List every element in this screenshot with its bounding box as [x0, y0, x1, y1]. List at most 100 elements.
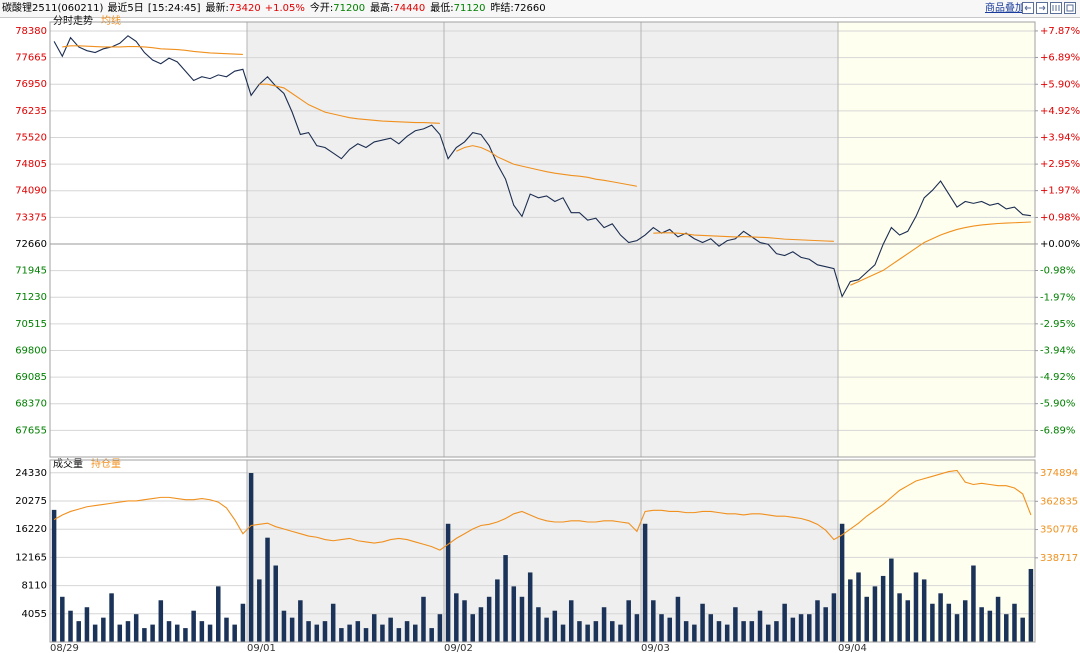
header-field: 最低:	[430, 1, 453, 14]
volume-bar	[380, 624, 385, 642]
volume-bar	[913, 572, 919, 642]
tool-button[interactable]	[1064, 2, 1076, 14]
volume-bar	[848, 579, 853, 642]
x-tick-label: 09/03	[641, 643, 670, 653]
y-tick-label: 70515	[15, 319, 47, 330]
day-background	[641, 22, 838, 457]
volume-bar	[207, 624, 213, 642]
volume-bar	[248, 473, 254, 642]
volume-bar	[199, 621, 205, 642]
volume-bar	[281, 610, 287, 642]
volume-bar	[51, 509, 57, 642]
volume-bar	[659, 614, 664, 642]
header-field: 72660	[514, 3, 546, 14]
y2-tick-label: 338717	[1040, 553, 1078, 564]
y2-tick-label: +0.00%	[1040, 239, 1080, 250]
volume-bar	[675, 596, 681, 642]
y2-tick-label: +3.94%	[1040, 132, 1080, 143]
y-tick-label: 69800	[15, 345, 47, 356]
volume-bar	[872, 586, 878, 642]
y-tick-label: 8110	[22, 581, 47, 592]
legend-entry: 持仓量	[91, 457, 121, 470]
header-field: +1.05%	[265, 3, 305, 14]
volume-bar	[519, 596, 525, 642]
y-tick-label: 69085	[15, 372, 47, 383]
y2-tick-label: 362835	[1040, 496, 1078, 507]
volume-bar	[486, 596, 492, 642]
volume-bar	[454, 593, 459, 642]
volume-bar	[1004, 614, 1009, 642]
volume-bar	[76, 621, 81, 642]
y-tick-label: 74090	[15, 186, 47, 197]
y-tick-label: 71945	[15, 266, 47, 277]
y-tick-label: 76235	[15, 106, 47, 117]
volume-bar	[224, 617, 229, 642]
tool-icon	[1066, 4, 1074, 12]
volume-bar	[930, 603, 935, 642]
header-field: 昨结:	[490, 1, 513, 14]
volume-bar	[536, 607, 541, 642]
volume-bar	[371, 614, 377, 642]
volume-bar	[183, 628, 188, 642]
volume-bar	[413, 624, 418, 642]
y2-tick-label: +0.98%	[1040, 212, 1080, 223]
series-line	[53, 35, 1031, 298]
y-tick-label: 24330	[15, 468, 47, 479]
volume-bar	[289, 617, 295, 642]
volume-bar	[527, 572, 533, 642]
volume-bar	[257, 579, 262, 642]
y-tick-label: 16220	[15, 524, 47, 535]
volume-bar	[544, 617, 549, 642]
volume-bar	[216, 586, 221, 642]
volume-bar	[700, 603, 705, 642]
tool-icon	[1052, 5, 1060, 11]
y-tick-label: 67655	[15, 425, 47, 436]
volume-bar	[404, 621, 410, 642]
volume-bar	[363, 628, 369, 642]
volume-bar	[823, 607, 828, 642]
toolbar[interactable]	[1022, 2, 1076, 14]
y-tick-label: 68370	[15, 399, 47, 410]
header-field: 碳酸锂2511(060211)	[2, 1, 104, 14]
volume-bar	[807, 614, 812, 642]
volume-bar	[979, 607, 984, 642]
volume-bar	[240, 603, 246, 642]
volume-bar	[322, 621, 328, 642]
volume-bar	[971, 565, 976, 642]
volume-bar	[355, 621, 361, 642]
tool-icon	[1039, 5, 1046, 11]
y-tick-label: 76950	[15, 79, 47, 90]
volume-bar	[856, 572, 861, 642]
backgrounds	[50, 22, 1035, 642]
volume-bar	[462, 600, 467, 642]
volume-bar	[782, 603, 787, 642]
legend-entry: 均线	[101, 14, 121, 27]
volume-bar	[708, 614, 714, 642]
y-tick-label: 73375	[15, 212, 47, 223]
volume-bar	[503, 555, 508, 642]
volume-bar	[347, 624, 352, 642]
tool-icon	[1024, 5, 1031, 11]
volume-bar	[568, 600, 574, 642]
volume-bar	[831, 593, 837, 642]
volume-bar	[626, 600, 631, 642]
volume-bar	[897, 593, 902, 642]
volume-bar	[142, 628, 147, 642]
legend-entry: 成交量	[53, 457, 83, 470]
y-tick-label: 77665	[15, 53, 47, 64]
volume-bar	[774, 621, 779, 642]
volume-bar	[864, 596, 869, 642]
plot: 78380 77665 76950 76235 75520 74805 74090 73375…	[15, 14, 1080, 653]
x-tick-label: 09/04	[838, 643, 867, 653]
volume-bar	[306, 621, 311, 642]
overlay-link[interactable]: 商品叠加	[985, 1, 1025, 14]
y-tick-label: 78380	[15, 26, 47, 37]
volume-bar	[839, 523, 845, 642]
volume-bar	[880, 575, 886, 642]
volume-bar	[396, 628, 402, 642]
y2-tick-label: +2.95%	[1040, 159, 1080, 170]
x-tick-label: 09/02	[444, 643, 473, 653]
volume-bar	[724, 624, 730, 642]
volume-bar	[651, 600, 656, 642]
